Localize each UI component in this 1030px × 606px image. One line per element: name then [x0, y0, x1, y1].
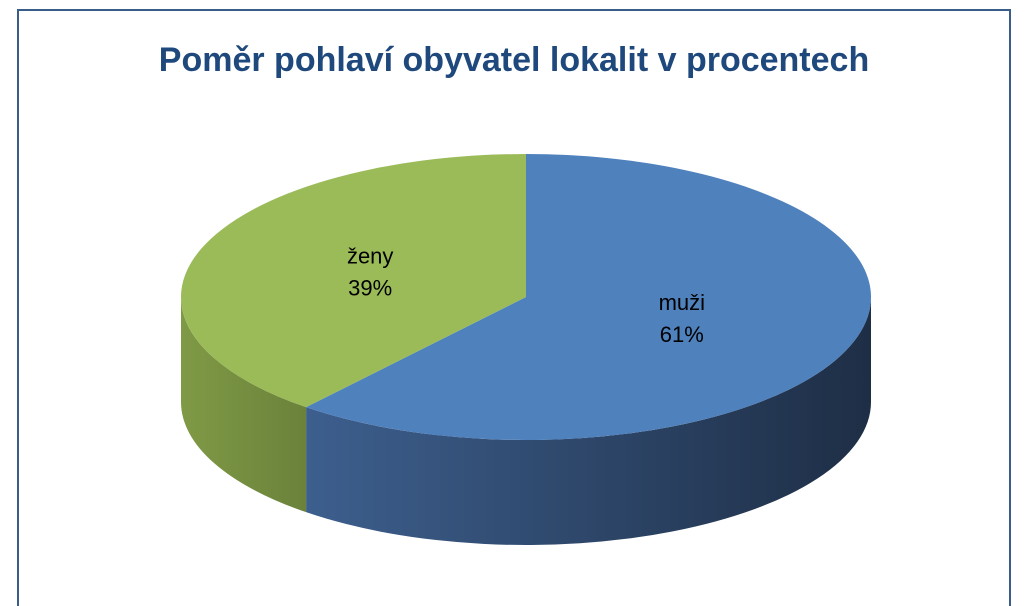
slice-side	[306, 297, 871, 545]
slice-category-label: muži	[659, 290, 705, 315]
slice-side	[181, 297, 307, 513]
chart-title: Poměr pohlaví obyvatel lokalit v procent…	[159, 41, 869, 79]
slice-value-label: 39%	[348, 276, 392, 301]
slice-category-label: ženy	[347, 244, 393, 269]
slice	[306, 154, 872, 440]
slice-value-label: 61%	[660, 322, 704, 347]
slice	[180, 154, 526, 408]
